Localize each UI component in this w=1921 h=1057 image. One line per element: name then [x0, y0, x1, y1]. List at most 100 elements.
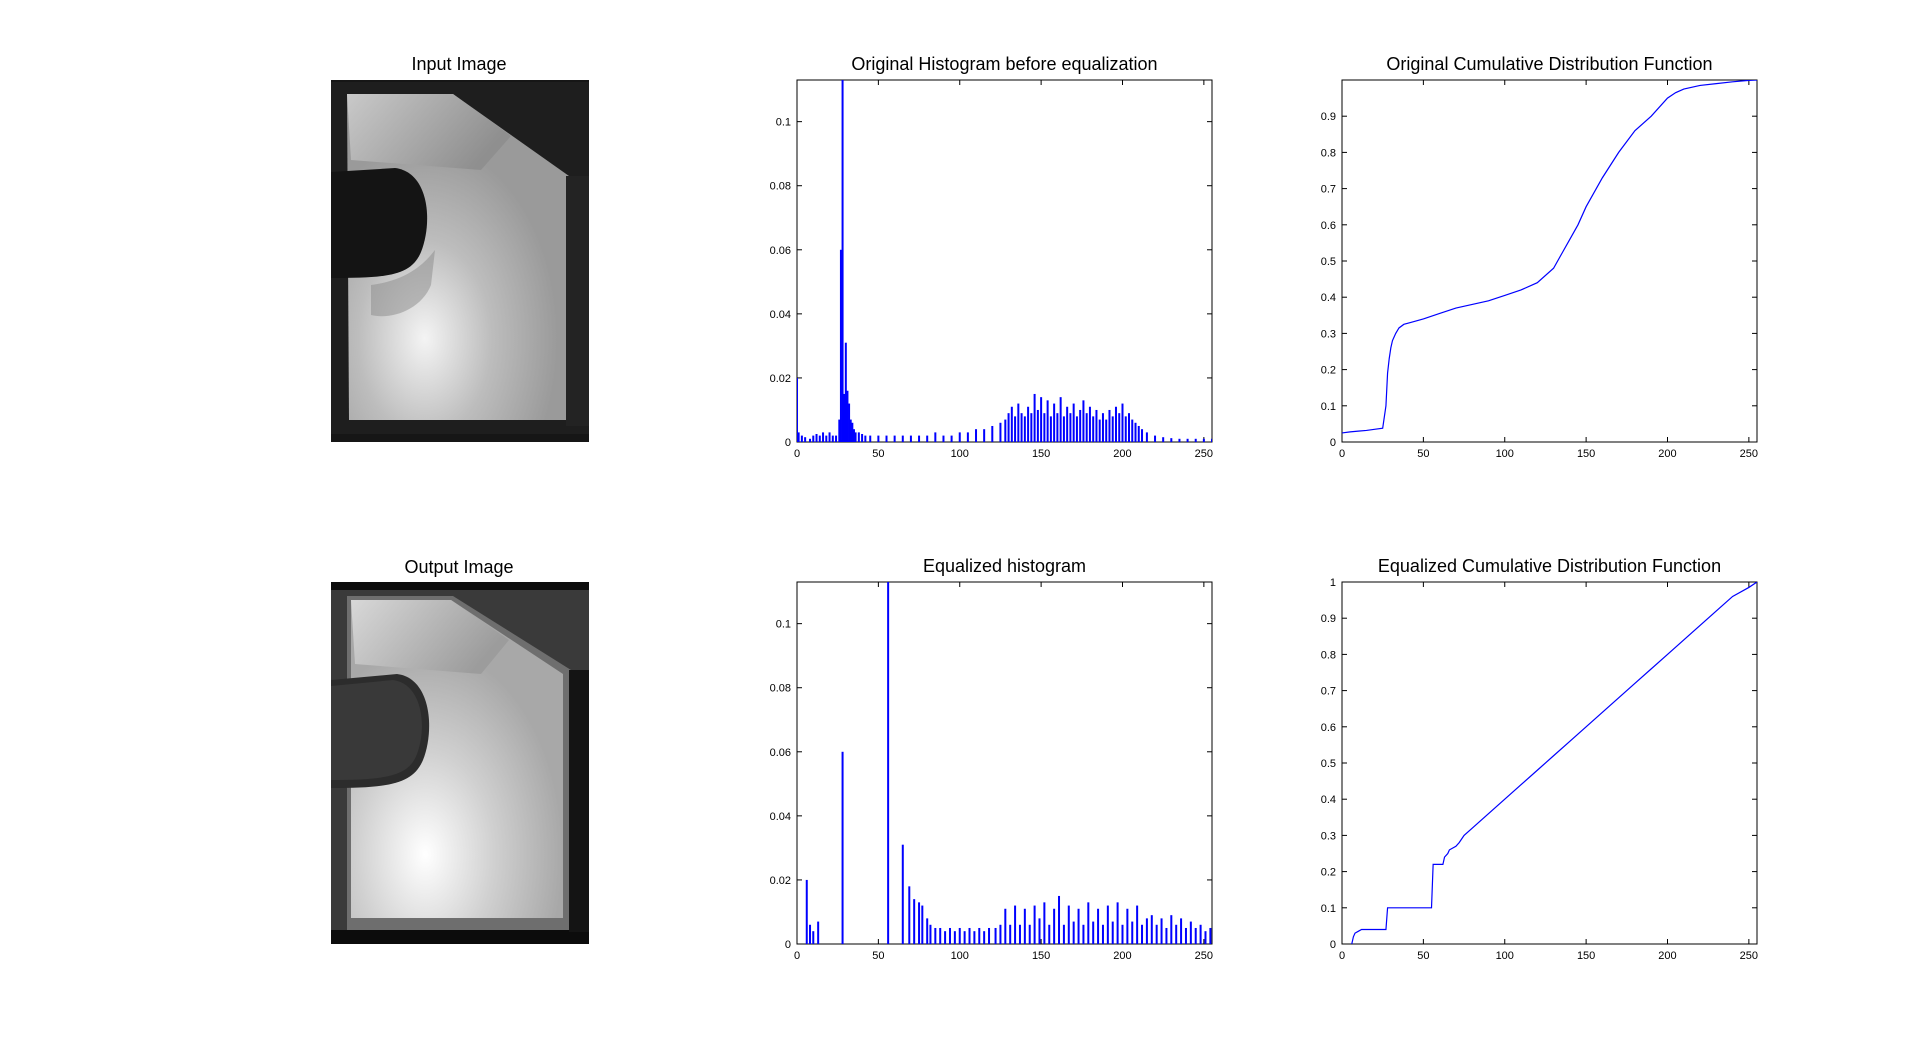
- histogram-bar: [1108, 409, 1111, 442]
- histogram-bar: [1184, 927, 1187, 944]
- y-tick-label: 0.02: [770, 373, 791, 385]
- y-tick-label: 0.2: [1321, 867, 1336, 879]
- chart-title: Equalized Cumulative Distribution Functi…: [1378, 556, 1721, 576]
- histogram-bar: [999, 422, 1002, 442]
- histogram-bar: [1121, 403, 1124, 442]
- histogram-bar: [848, 403, 851, 442]
- histogram-bar: [1023, 908, 1026, 944]
- x-tick-label: 50: [1417, 950, 1429, 962]
- histogram-bar: [1170, 915, 1173, 944]
- y-tick-label: 0.5: [1321, 758, 1336, 770]
- histogram-bar: [988, 927, 991, 944]
- histogram-bar: [1145, 918, 1148, 944]
- histogram-bar: [926, 918, 929, 944]
- histogram-bar: [929, 924, 932, 944]
- x-tick-label: 200: [1113, 448, 1131, 460]
- histogram-bar: [942, 435, 945, 442]
- histogram-bar: [934, 927, 937, 944]
- histogram-bar: [1087, 902, 1090, 944]
- x-tick-label: 0: [1339, 448, 1345, 460]
- histogram-bar: [843, 393, 846, 442]
- histogram-bar: [838, 419, 841, 442]
- histogram-bar: [1062, 416, 1065, 442]
- histogram-bar: [1131, 921, 1134, 944]
- histogram-bar: [921, 905, 924, 944]
- histogram-bar: [1202, 438, 1205, 442]
- histogram-bar: [1134, 422, 1137, 442]
- x-tick-label: 100: [1496, 448, 1514, 460]
- plot-area: [805, 582, 1212, 944]
- histogram-bar: [1106, 905, 1109, 944]
- y-tick-label: 0.04: [770, 309, 791, 321]
- histogram-bar: [1116, 902, 1119, 944]
- histogram-bar: [1020, 413, 1023, 442]
- y-tick-label: 0.3: [1321, 328, 1336, 340]
- y-tick-label: 0.9: [1321, 111, 1336, 123]
- histogram-bar: [1121, 924, 1124, 944]
- input-image-panel: Input Image: [331, 54, 589, 442]
- histogram-bar: [958, 432, 961, 442]
- histogram-bar: [869, 435, 872, 442]
- y-tick-label: 0.9: [1321, 613, 1336, 625]
- plot-area: [1342, 80, 1757, 434]
- output-image-panel: Output Image: [331, 557, 589, 944]
- histogram-bar: [1007, 413, 1010, 442]
- histogram-bar: [994, 927, 997, 944]
- histogram-bar: [908, 886, 911, 944]
- histogram-bar: [828, 432, 831, 442]
- histogram-bar: [1141, 924, 1144, 944]
- histogram-bar: [1085, 413, 1088, 442]
- y-tick-label: 0.08: [770, 181, 791, 193]
- histogram-bar: [844, 342, 847, 442]
- histogram-bar: [1067, 905, 1070, 944]
- histogram-bar: [1111, 416, 1114, 442]
- histogram-bar: [1082, 924, 1085, 944]
- y-tick-label: 0.06: [770, 245, 791, 257]
- y-tick-label: 0.4: [1321, 794, 1336, 806]
- histogram-bar: [1162, 437, 1165, 442]
- histogram-bar: [950, 435, 953, 442]
- histogram-bar: [1088, 406, 1091, 442]
- histogram-bar: [812, 435, 815, 442]
- histogram-bar: [805, 879, 808, 944]
- histogram-bar: [999, 924, 1002, 944]
- y-tick-label: 0: [785, 939, 791, 951]
- histogram-bar: [849, 419, 852, 442]
- histogram-bar: [1105, 419, 1108, 442]
- y-tick-label: 0.02: [770, 875, 791, 887]
- x-tick-label: 150: [1032, 448, 1050, 460]
- histogram-bar: [825, 435, 828, 442]
- histogram-bar: [1114, 406, 1117, 442]
- histogram-bar: [852, 429, 855, 442]
- histogram-bar: [851, 422, 854, 442]
- histogram-bar: [983, 931, 986, 944]
- histogram-bar: [893, 435, 896, 442]
- histogram-bar: [1154, 435, 1157, 442]
- histogram-bar: [1043, 413, 1046, 442]
- histogram-bar: [1023, 416, 1026, 442]
- y-tick-label: 0: [785, 437, 791, 449]
- histogram-bar: [1004, 908, 1007, 944]
- histogram-bar: [1062, 924, 1065, 944]
- histogram-bar: [1092, 921, 1095, 944]
- histogram-bar: [1049, 416, 1052, 442]
- histogram-bar: [1082, 400, 1085, 442]
- x-tick-label: 200: [1658, 950, 1676, 962]
- x-tick-label: 50: [872, 950, 884, 962]
- histogram-bar: [958, 927, 961, 944]
- histogram-bar: [1098, 419, 1101, 442]
- histogram-bar: [1136, 905, 1139, 944]
- y-tick-label: 0: [1330, 437, 1336, 449]
- histogram-bar: [1072, 403, 1075, 442]
- histogram-bar: [1199, 924, 1202, 944]
- x-tick-label: 200: [1113, 950, 1131, 962]
- histogram-bar: [918, 435, 921, 442]
- histogram-bar: [1097, 908, 1100, 944]
- histogram-bar: [809, 924, 812, 944]
- histogram-bar: [948, 927, 951, 944]
- x-tick-label: 150: [1032, 950, 1050, 962]
- histogram-bar: [926, 435, 929, 442]
- histogram-bar: [1033, 393, 1036, 442]
- y-tick-label: 0: [1330, 939, 1336, 951]
- histogram-bar: [861, 433, 864, 442]
